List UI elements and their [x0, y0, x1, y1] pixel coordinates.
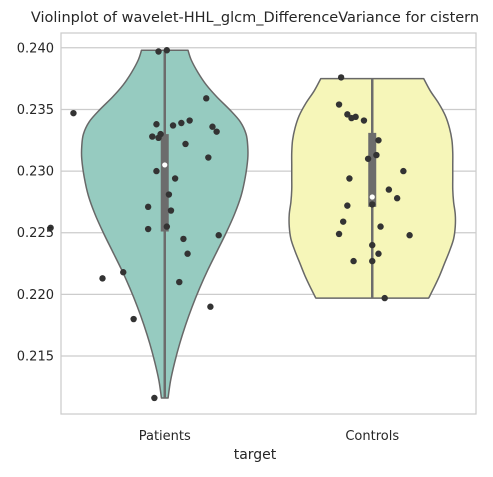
data-point — [394, 195, 400, 201]
data-point — [120, 269, 126, 275]
data-point — [203, 95, 209, 101]
data-point — [145, 204, 151, 210]
data-point — [369, 258, 375, 264]
data-point — [386, 186, 392, 192]
data-point — [182, 141, 188, 147]
x-tick-label: Patients — [139, 429, 191, 444]
data-point — [216, 232, 222, 238]
data-point — [155, 135, 161, 141]
y-tick-label: 0.240 — [17, 41, 54, 56]
median-marker — [370, 194, 375, 199]
data-point — [336, 101, 342, 107]
data-point — [145, 226, 151, 232]
median-marker — [162, 162, 167, 167]
data-point — [164, 223, 170, 229]
data-point — [166, 191, 172, 197]
data-point — [207, 304, 213, 310]
data-point — [348, 115, 354, 121]
data-point — [205, 154, 211, 160]
data-point — [186, 117, 192, 123]
data-point — [375, 137, 381, 143]
data-point — [344, 202, 350, 208]
data-point — [400, 168, 406, 174]
data-point — [406, 232, 412, 238]
y-tick-label: 0.220 — [17, 288, 54, 303]
data-point — [70, 110, 76, 116]
data-point — [213, 128, 219, 134]
data-point — [130, 316, 136, 322]
data-point — [375, 251, 381, 257]
data-point — [209, 124, 215, 130]
y-tick-label: 0.225 — [17, 226, 54, 241]
data-point — [155, 48, 161, 54]
data-point — [153, 121, 159, 127]
y-tick-label: 0.230 — [17, 165, 54, 180]
data-point — [178, 120, 184, 126]
data-point — [164, 47, 170, 53]
data-point — [336, 231, 342, 237]
data-point — [170, 122, 176, 128]
data-point — [377, 223, 383, 229]
data-point — [350, 258, 356, 264]
data-point — [149, 133, 155, 139]
data-point — [369, 242, 375, 248]
quartile-box — [161, 134, 169, 231]
x-tick-label: Controls — [345, 429, 399, 444]
data-point — [180, 236, 186, 242]
data-point — [369, 201, 375, 207]
data-point — [338, 74, 344, 80]
data-point — [346, 175, 352, 181]
data-point — [382, 295, 388, 301]
data-point — [373, 152, 379, 158]
data-point — [172, 175, 178, 181]
data-point — [99, 275, 105, 281]
data-point — [361, 117, 367, 123]
y-tick-label: 0.235 — [17, 103, 54, 118]
data-point — [340, 218, 346, 224]
data-point — [365, 156, 371, 162]
data-point — [151, 395, 157, 401]
data-point — [168, 207, 174, 213]
chart-title: Violinplot of wavelet-HHL_glcm_Differenc… — [31, 10, 479, 26]
data-point — [176, 279, 182, 285]
x-axis-label: target — [234, 447, 277, 463]
data-point — [184, 251, 190, 257]
data-point — [153, 168, 159, 174]
y-tick-label: 0.215 — [17, 350, 54, 365]
